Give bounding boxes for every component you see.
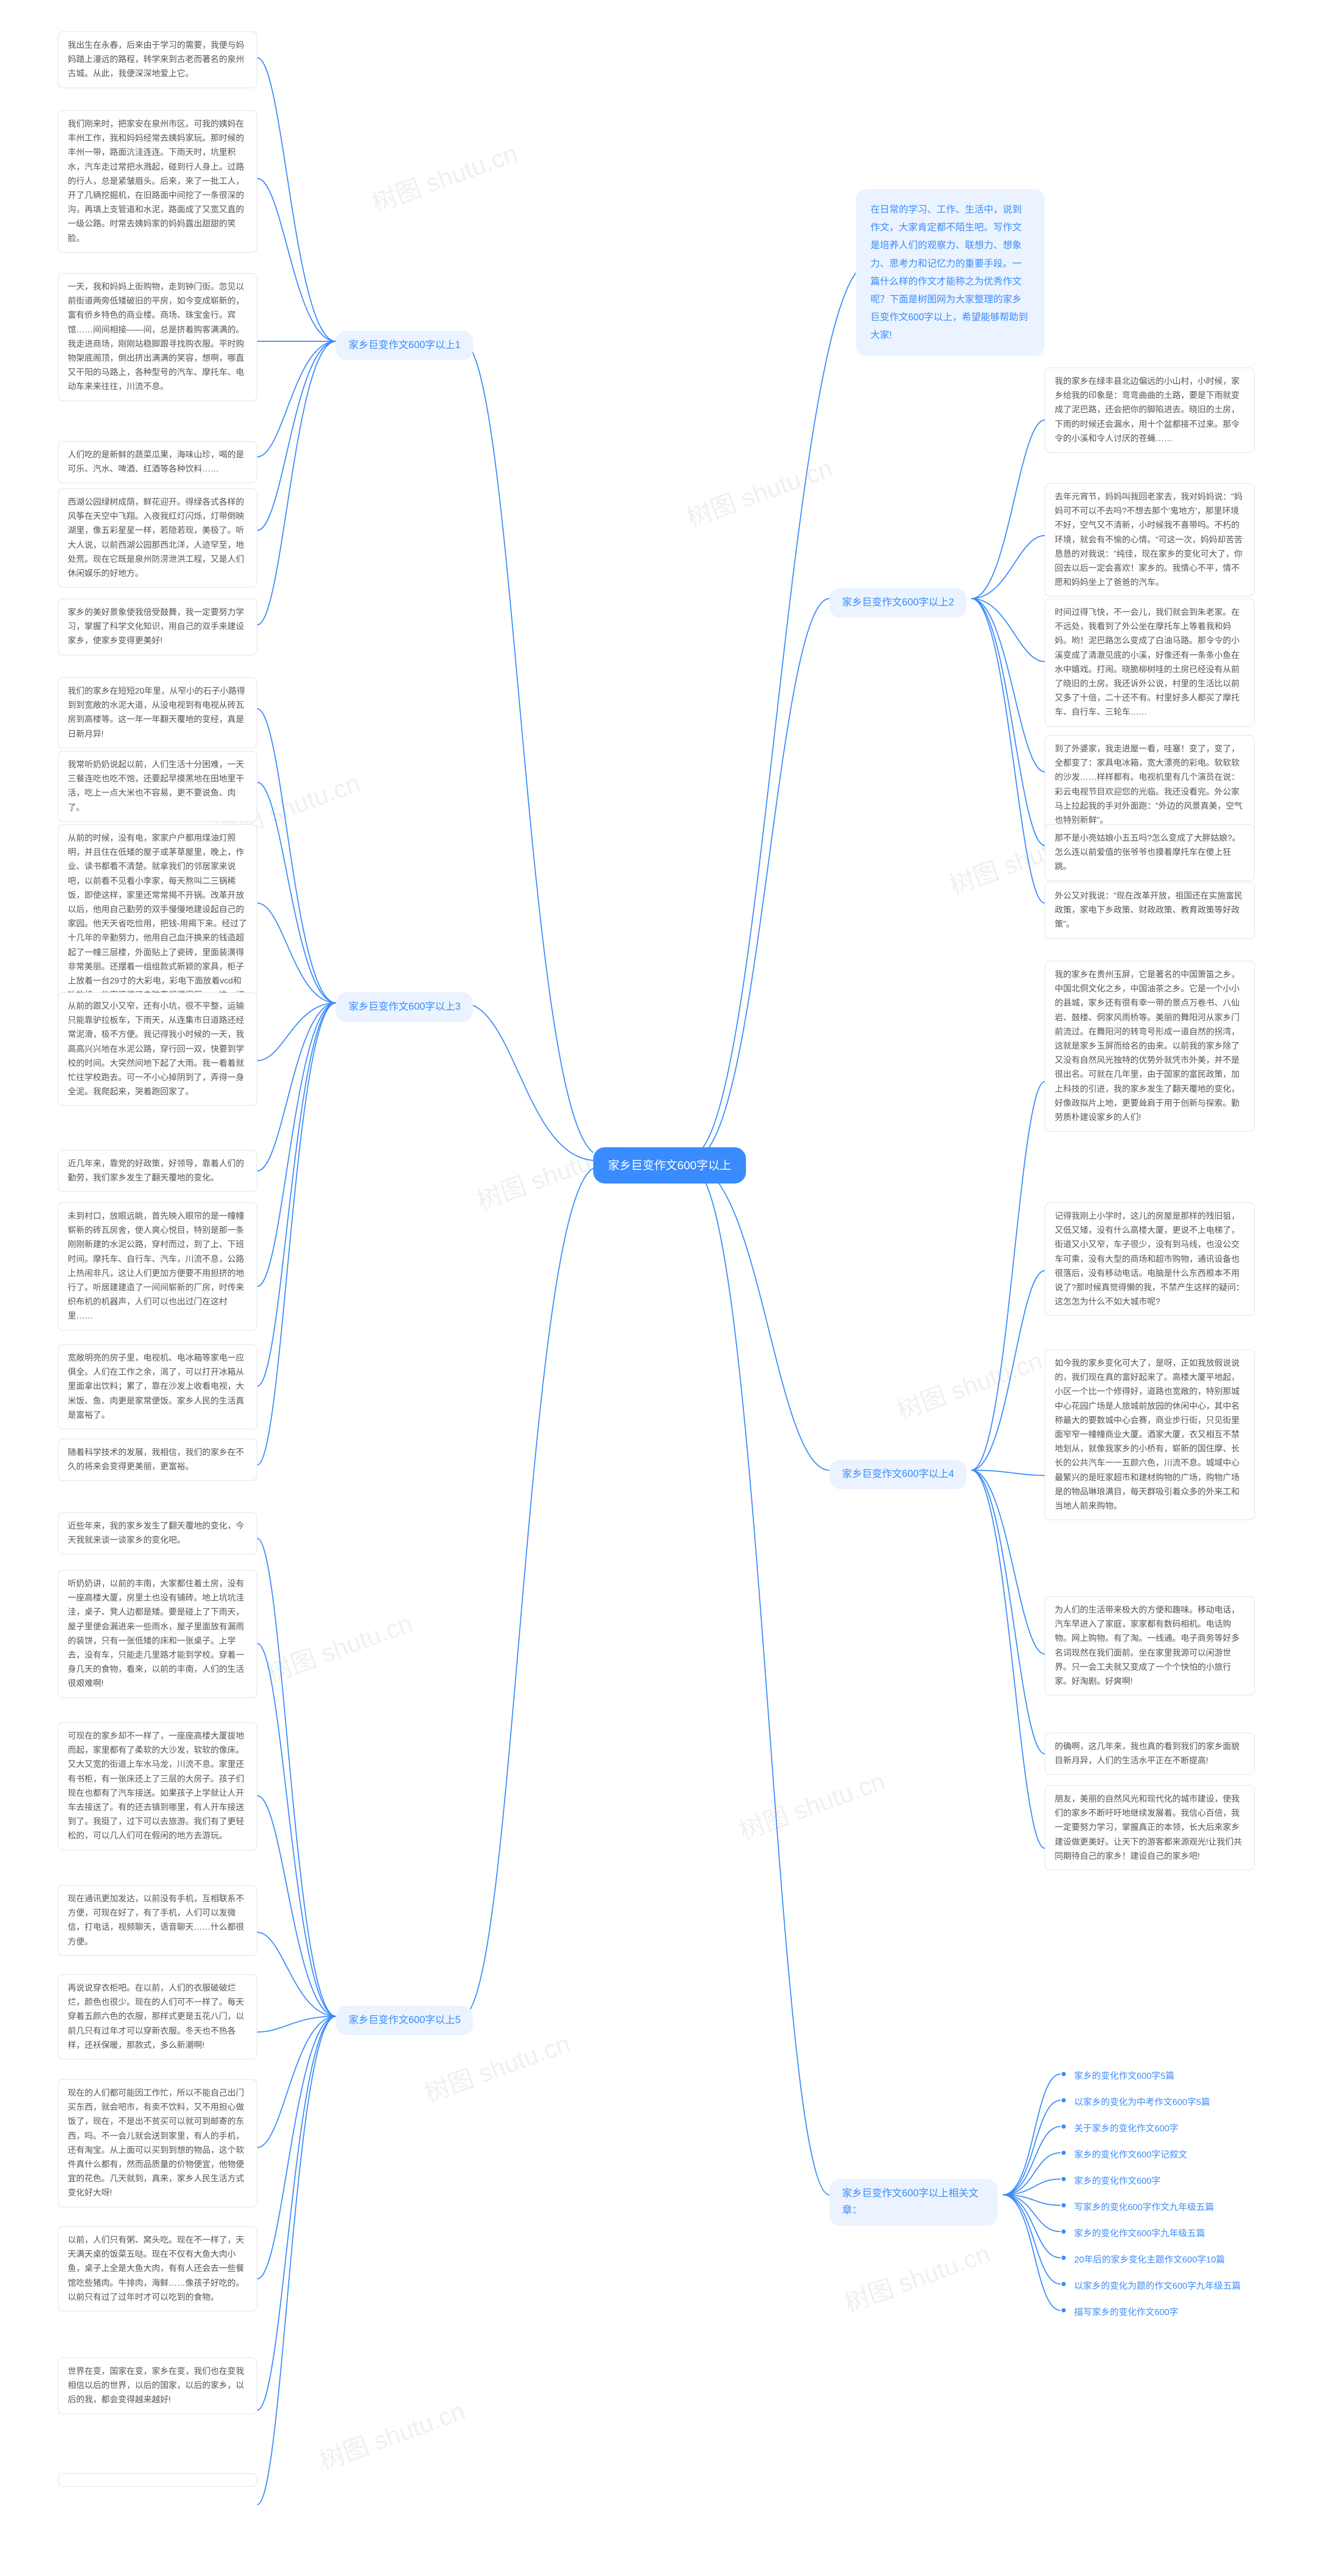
branch-3[interactable]: 家乡巨变作文600字以上3 (336, 992, 473, 1022)
bullet-icon (1062, 2124, 1066, 2129)
leaf-b5-2: 可现在的家乡却不一样了，一座座高楼大厦拔地而起，家里都有了柔软的大沙发，软软的像… (58, 1722, 257, 1850)
bullet-icon (1062, 2098, 1066, 2102)
leaf-b4-4: 的确啊，这几年来，我也真的看到我们的家乡面貌目新月异，人们的生活水平正在不断提高… (1045, 1733, 1255, 1775)
watermark: 树图 shutu.cn (418, 2023, 574, 2109)
related-link-9[interactable]: 描写家乡的变化作文600字 (1070, 2303, 1182, 2322)
bullet-icon (1062, 2282, 1066, 2286)
leaf-b1-2: 一天，我和妈妈上街购物，走到钟门街。忽见以前街道两旁低矮破旧的平房，如今变成崭新… (58, 273, 257, 401)
leaf-b3-6: 宽敞明亮的房子里，电视机、电冰箱等家电一应俱全。人们在工作之余，渴了，可以打开冰… (58, 1344, 257, 1429)
branch-6[interactable]: 家乡巨变作文600字以上相关文章： (830, 2179, 998, 2226)
leaf-b5-7: 世界在变，国家在变，家乡在变，我们也在变我相信以后的世界，以后的国家，以后的家乡… (58, 2358, 257, 2414)
leaf-b3-5: 未到村口，放眼远眺，首先映入眼帘的是一幢幢崭新的砖瓦房舍，使人爽心悦目，特别是那… (58, 1202, 257, 1331)
related-link-5[interactable]: 写家乡的变化600字作文九年级五篇 (1070, 2198, 1218, 2217)
center-topic[interactable]: 家乡巨变作文600字以上 (593, 1147, 746, 1184)
leaf-b5-1: 听奶奶讲，以前的丰南，大家都住着土房，没有一座高楼大厦，房里土也没有铺砖。地上坑… (58, 1570, 257, 1698)
leaf-b5-3: 现在通讯更加发达，以前没有手机，互相联系不方便，可现在好了，有了手机，人们可以发… (58, 1885, 257, 1956)
branch-2[interactable]: 家乡巨变作文600字以上2 (830, 588, 967, 617)
bullet-icon (1062, 2229, 1066, 2234)
watermark: 树图 shutu.cn (891, 1340, 1047, 1427)
bullet-icon (1062, 2256, 1066, 2260)
leaf-b4-0: 我的家乡在贵州玉屏，它是著名的中国箫笛之乡，中国北侗文化之乡，中国油茶之乡。它是… (1045, 961, 1255, 1132)
leaf-b5-8 (58, 2473, 257, 2487)
watermark: 树图 shutu.cn (681, 447, 837, 534)
leaf-b3-4: 近几年来，靠党的好政策，好领导，靠着人们的勤劳，我们家乡发生了翻天覆地的变化。 (58, 1150, 257, 1192)
leaf-b1-5: 家乡的美好景象使我倍受鼓舞，我一定要努力学习，掌握了科学文化知识，用自己的双手来… (58, 599, 257, 655)
bullet-icon (1062, 2203, 1066, 2207)
watermark: 树图 shutu.cn (366, 132, 522, 219)
leaf-b2-3: 到了外婆家，我走进屋一看，哇塞！变了，变了，全都变了：家具电冰箱，宽大漂亮的彩电… (1045, 735, 1255, 834)
leaf-b4-2: 如今我的家乡变化可大了，是呀，正如我放假说说的，我们现在真的富好起来了。高楼大厦… (1045, 1349, 1255, 1520)
related-link-4[interactable]: 家乡的变化作文600字 (1070, 2172, 1164, 2191)
bullet-icon (1062, 2072, 1066, 2076)
related-link-6[interactable]: 家乡的变化作文600字九年级五篇 (1070, 2224, 1209, 2244)
leaf-b1-4: 西湖公园绿树成荫，鲜花迎开。得绿各式各样的风筝在天空中飞翔。入夜我红灯闪烁，灯带… (58, 488, 257, 588)
leaf-b5-4: 再说说穿衣柜吧。在以前，人们的衣服破破烂烂，颜色也很少。现在的人们可不一样了。每… (58, 1974, 257, 2059)
watermark: 树图 shutu.cn (733, 1760, 889, 1847)
leaf-b4-5: 朋友，美丽的自然风光和现代化的城市建设，使我们的家乡不断吁吁地继续发展着。我信心… (1045, 1785, 1255, 1870)
leaf-b2-1: 去年元宵节，妈妈叫我回老家去，我对妈妈说："妈妈可不可以不去吗?不想去那个'鬼地… (1045, 483, 1255, 596)
related-link-0[interactable]: 家乡的变化作文600字5篇 (1070, 2067, 1179, 2086)
branch-1[interactable]: 家乡巨变作文600字以上1 (336, 331, 473, 360)
bullet-icon (1062, 2177, 1066, 2181)
leaf-b2-2: 时间过得飞快，不一会儿，我们就会到朱老家。在不远处，我看到了外公坐在摩托车上等着… (1045, 599, 1255, 727)
intro-node: 在日常的学习、工作、生活中，说到作文，大家肯定都不陌生吧。写作文是培养人们的观察… (856, 189, 1045, 356)
leaf-b3-1: 我常听奶奶说起以前，人们生活十分困难，一天三餐连吃也吃不饱，还要起早摸黑地在田地… (58, 751, 257, 822)
related-link-3[interactable]: 家乡的变化作文600字记叙文 (1070, 2145, 1191, 2165)
watermark: 树图 shutu.cn (313, 2390, 469, 2477)
leaf-b1-1: 我们刚来时，把家安在泉州市区。可我的姨妈在丰州工作，我和妈妈经常去姨妈家玩。那时… (58, 110, 257, 253)
watermark: 树图 shutu.cn (261, 1603, 417, 1689)
leaf-b5-0: 近些年来，我的家乡发生了翻天覆地的变化，今天我就来谈一谈家乡的变化吧。 (58, 1512, 257, 1554)
leaf-b2-4: 那不是小亮姑娘小五五吗?怎么变成了大胖姑娘?。怎么连以前爱值的张爷爷也摸着摩托车… (1045, 824, 1255, 881)
related-link-8[interactable]: 以家乡的变化为题的作文600字九年级五篇 (1070, 2277, 1245, 2296)
leaf-b3-0: 我们的家乡在短短20年里，从窄小的石子小路得到到宽敞的水泥大道，从没电视到有电视… (58, 677, 257, 748)
leaf-b2-0: 我的家乡在绿丰县北边偏远的小山村，小时候，家乡给我的印象是：弯弯曲曲的土路，要是… (1045, 368, 1255, 453)
branch-4[interactable]: 家乡巨变作文600字以上4 (830, 1460, 967, 1489)
leaf-b2-5: 外公又对我说："现在改革开放，祖国还在实施富民政策，家电下乡政策、财政政策、教育… (1045, 882, 1255, 939)
leaf-b5-6: 以前，人们只有粥、窝头吃。现在不一样了，天天满天桌的饭菜五哒。现在不仅有大鱼大肉… (58, 2226, 257, 2311)
leaf-b4-3: 为人们的生活带来极大的方便和趣味。移动电话，汽车早进入了家庭，家家都有数码相机。… (1045, 1596, 1255, 1695)
bullet-icon (1062, 2151, 1066, 2155)
leaf-b3-7: 随着科学技术的发展，我相信，我们的家乡在不久的将来会变得更美丽，更富裕。 (58, 1439, 257, 1481)
related-link-2[interactable]: 关于家乡的变化作文600字 (1070, 2119, 1182, 2139)
related-link-7[interactable]: 20年后的家乡变化主题作文600字10篇 (1070, 2250, 1229, 2270)
leaf-b3-3: 从前的跟又小又窄，还有小坑，很不平整，运输只能靠驴拉板车，下雨天，从连集市日道路… (58, 992, 257, 1106)
leaf-b1-0: 我出生在永春，后来由于学习的需要，我便与妈妈踏上漫远的路程，转学来到古老而著名的… (58, 32, 257, 88)
related-link-1[interactable]: 以家乡的变化为中考作文600字5篇 (1070, 2093, 1214, 2112)
branch-5[interactable]: 家乡巨变作文600字以上5 (336, 2006, 473, 2035)
watermark: 树图 shutu.cn (838, 2233, 994, 2319)
leaf-b4-1: 记得我刚上小学时，这儿的房屋是那样的残旧狙，又低又矮，没有什么高楼大厦，更说不上… (1045, 1202, 1255, 1316)
leaf-b5-5: 现在的人们都可能因工作忙，所以不能自己出门买东西，就会吧市，有卖不饮料，又不用担… (58, 2079, 257, 2207)
leaf-b1-3: 人们吃的是新鲜的蔬菜瓜果，海味山珍，喝的是可乐、汽水、啤酒、红酒等各种饮料…… (58, 441, 257, 483)
bullet-icon (1062, 2308, 1066, 2312)
